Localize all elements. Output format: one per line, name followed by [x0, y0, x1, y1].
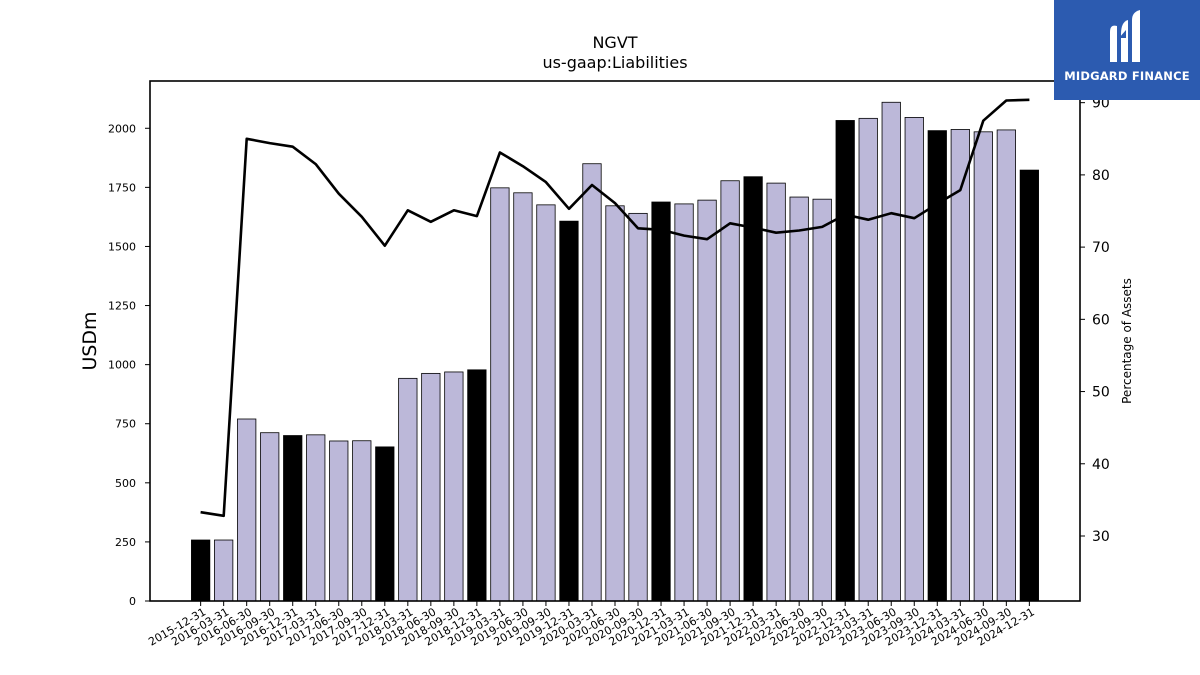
bar	[467, 369, 487, 602]
bar	[536, 204, 556, 602]
y-tick-label: 2000	[108, 122, 136, 135]
bar	[329, 440, 349, 602]
y2-tick-label: 50	[1092, 385, 1110, 401]
y-axis-label: USDm	[79, 311, 101, 370]
bar	[398, 377, 418, 602]
bar	[421, 372, 441, 602]
bar	[904, 117, 924, 602]
bar	[605, 205, 625, 602]
y-tick-label: 1500	[108, 240, 136, 253]
y2-tick-label: 70	[1092, 240, 1110, 256]
bar	[237, 418, 257, 602]
bar	[697, 199, 717, 602]
percentage-line	[200, 98, 1030, 518]
bar	[306, 434, 326, 602]
bar	[789, 196, 809, 602]
y2-tick-label: 80	[1092, 168, 1110, 184]
y2-axis-label: Percentage of Assets	[1120, 278, 1134, 404]
bar	[444, 371, 464, 602]
bar	[352, 440, 372, 602]
bar	[996, 129, 1016, 602]
bar	[191, 539, 211, 602]
bar	[766, 182, 786, 602]
y2-tick-label: 30	[1092, 529, 1110, 545]
bar	[375, 446, 395, 602]
bar	[835, 120, 855, 602]
y-tick-label: 1250	[108, 300, 136, 313]
bar	[858, 117, 878, 602]
bar	[950, 129, 970, 602]
y-tick-label: 0	[129, 595, 136, 608]
bar	[881, 101, 901, 602]
bar	[674, 203, 694, 602]
brand-mark-icon	[1110, 10, 1140, 63]
bar	[720, 180, 740, 602]
bar	[1019, 169, 1039, 602]
y-tick-label: 1750	[108, 181, 136, 194]
bar	[582, 163, 602, 602]
bar	[559, 220, 579, 602]
bar	[628, 212, 648, 602]
y2-tick-label: 40	[1092, 457, 1110, 473]
line-layer	[200, 98, 1030, 518]
y-tick-label: 750	[115, 418, 136, 431]
axes-layer: 0 250 500 750 1000 1250 1500 1750 2000 30 40 50 60 70…	[108, 80, 1110, 649]
bar	[260, 432, 280, 602]
y-tick-label: 1000	[108, 359, 136, 372]
bar	[812, 198, 832, 602]
y2-tick-label: 60	[1092, 312, 1110, 328]
chart-title: NGVT	[592, 33, 637, 52]
bar	[214, 539, 234, 602]
y-tick-label: 500	[115, 477, 136, 490]
bar	[490, 187, 510, 602]
chart-subtitle: us-gaap:Liabilities	[542, 53, 687, 72]
bar	[283, 435, 303, 602]
bar	[651, 201, 671, 602]
brand-logo: MIDGARD FINANCE	[1054, 0, 1200, 100]
brand-name: MIDGARD FINANCE	[1064, 69, 1190, 83]
y-tick-label: 250	[115, 536, 136, 549]
bar	[743, 176, 763, 602]
bars-layer	[191, 101, 1039, 602]
bar	[973, 131, 993, 602]
bar	[513, 192, 533, 602]
